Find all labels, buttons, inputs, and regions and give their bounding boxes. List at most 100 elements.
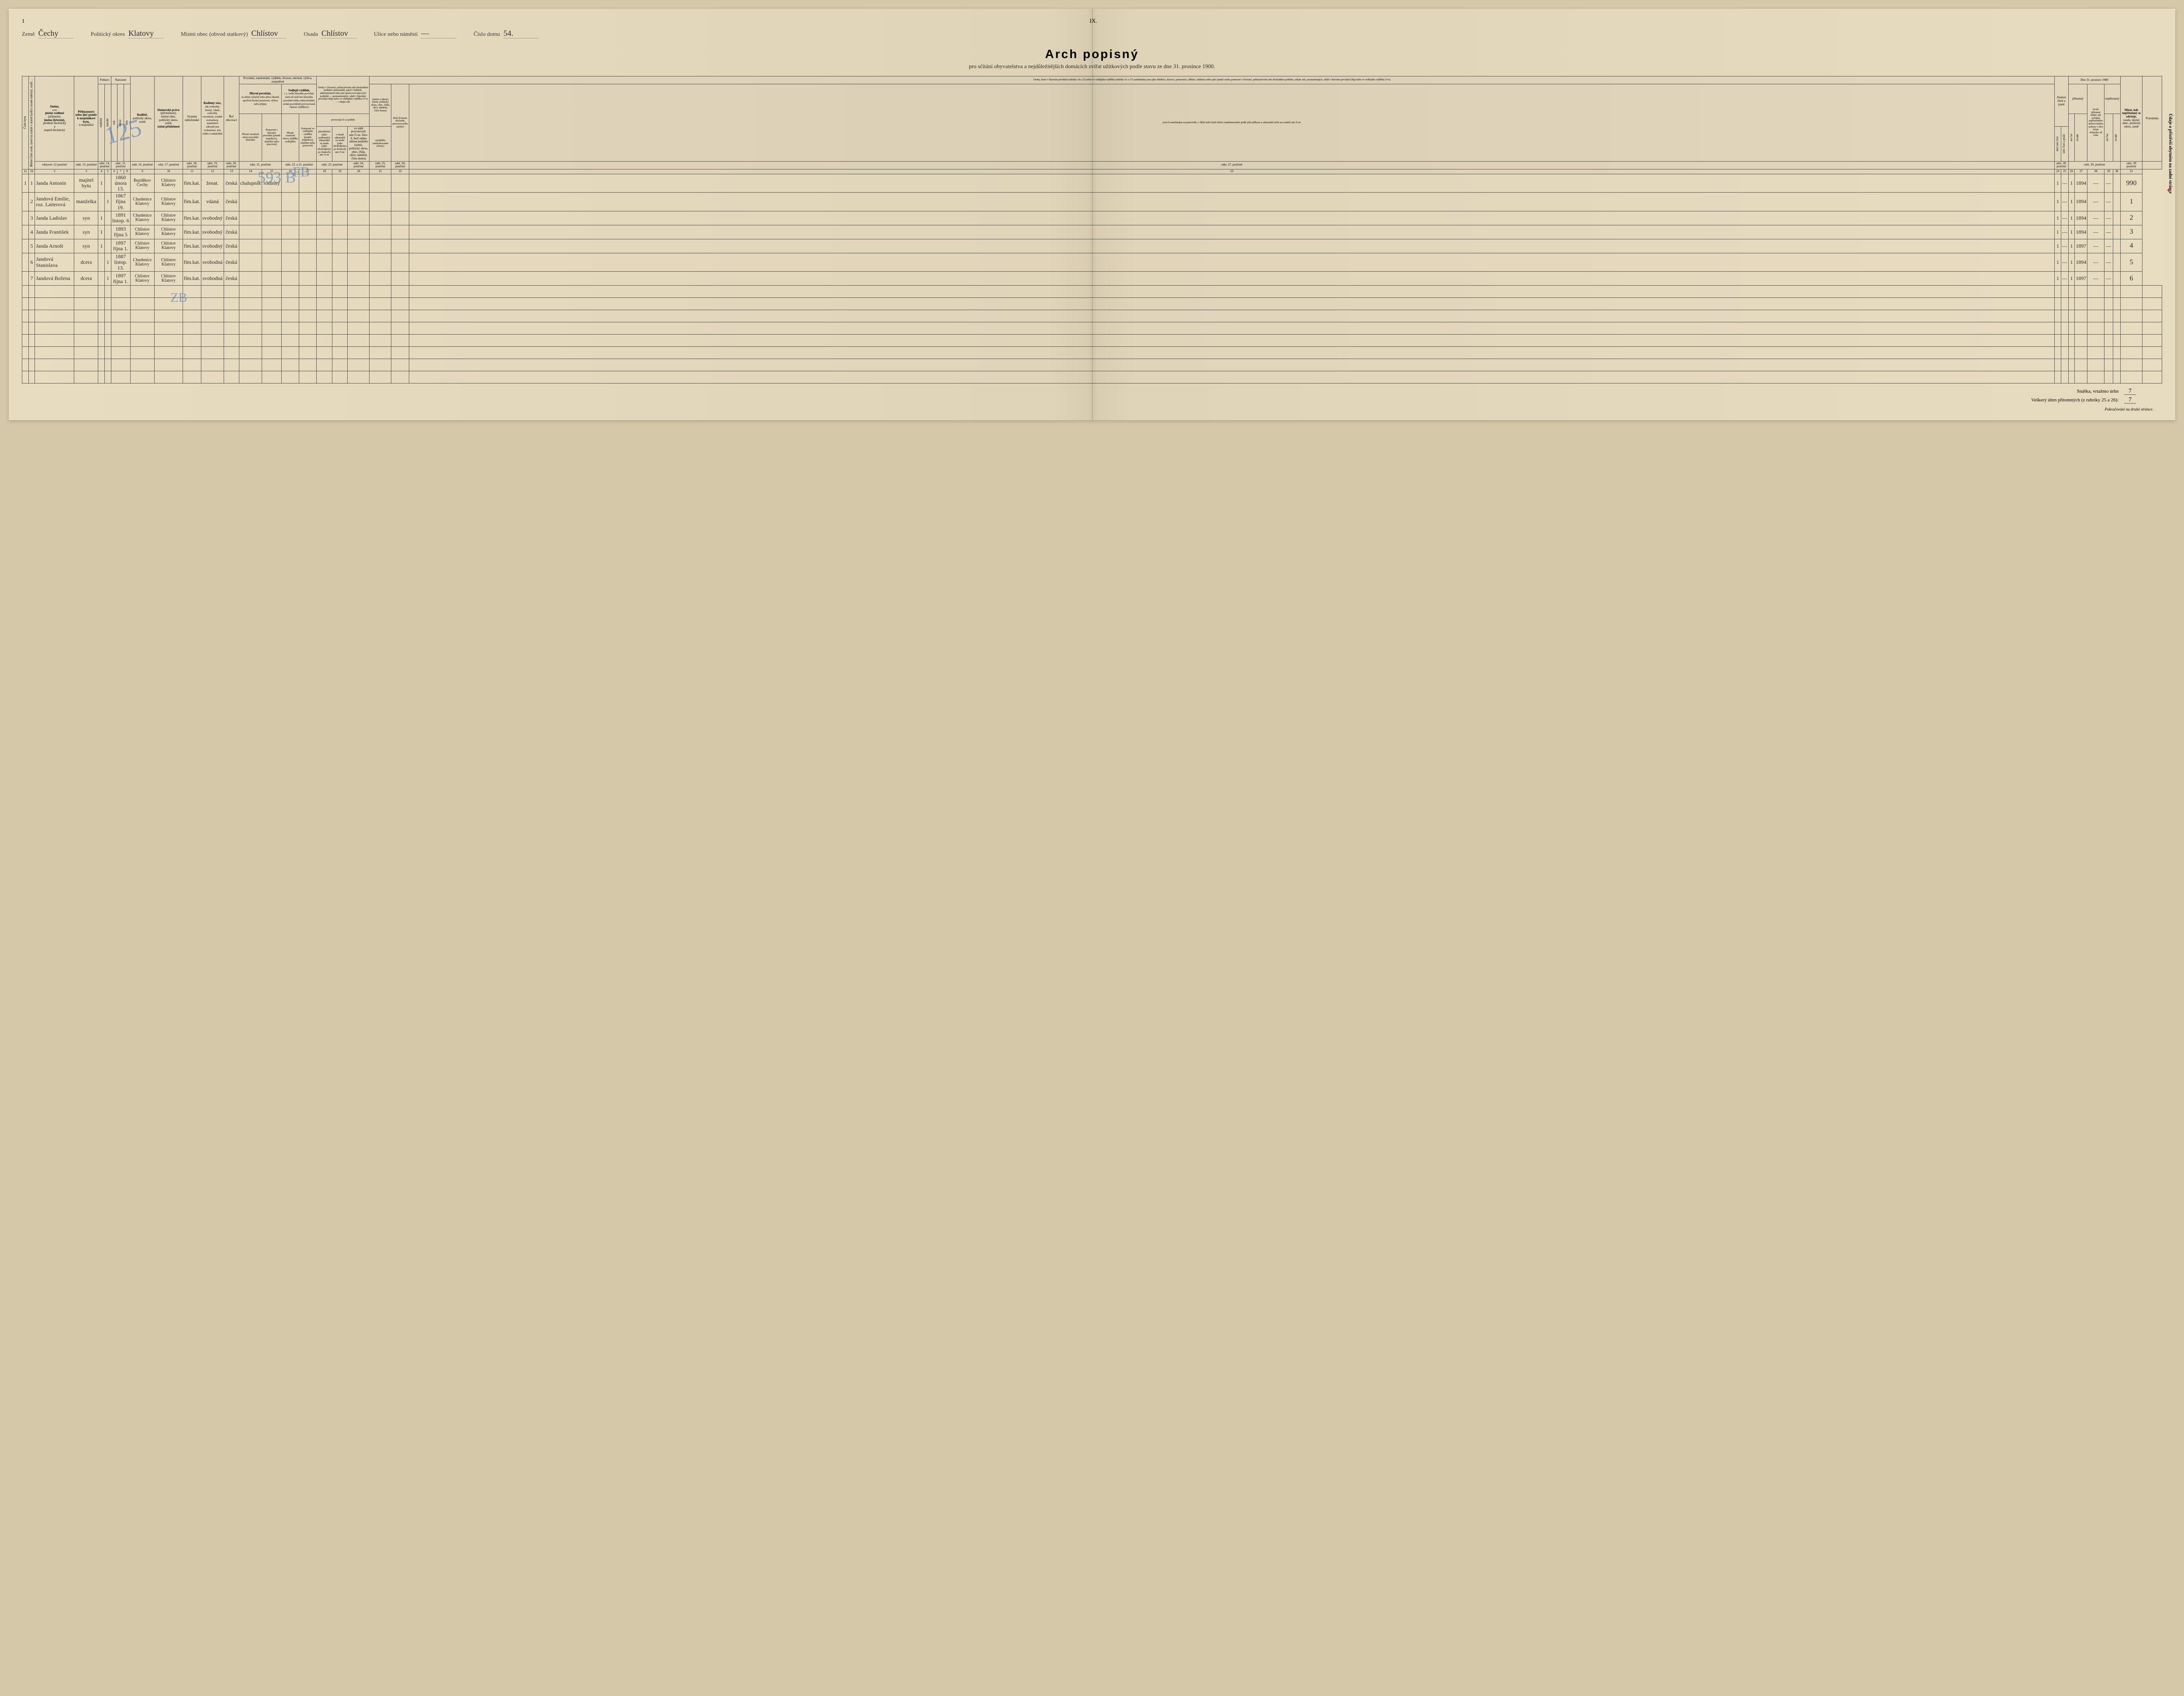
- col-stav: Rodinný stav,: [204, 101, 221, 105]
- table-cell: [2113, 253, 2120, 272]
- label-osada: Osada: [304, 31, 318, 38]
- table-cell: Janda Arnošt: [35, 239, 74, 253]
- table-cell: 990: [2121, 174, 2143, 193]
- table-cell: [2113, 239, 2120, 253]
- table-cell: česká: [224, 211, 239, 225]
- label-okres: Politický okres: [91, 31, 125, 38]
- table-cell: rodinný: [262, 174, 282, 193]
- table-cell: 1860 února 13.: [111, 174, 130, 193]
- table-cell: —: [2061, 253, 2068, 272]
- table-cell: —: [2061, 193, 2068, 211]
- table-cell: [391, 239, 409, 253]
- table-cell: —: [2061, 225, 2068, 239]
- table-cell: česká: [224, 193, 239, 211]
- table-cell: [282, 225, 299, 239]
- table-cell: —: [2087, 272, 2104, 286]
- field-ulice: Ulice nebo náměstí —: [374, 29, 456, 38]
- table-cell: 1: [2068, 253, 2075, 272]
- table-cell: [262, 253, 282, 272]
- table-cell: [391, 211, 409, 225]
- table-cell: [105, 174, 111, 193]
- table-cell: —: [2061, 239, 2068, 253]
- table-cell: [105, 239, 111, 253]
- label-ulice: Ulice nebo náměstí: [374, 31, 418, 38]
- table-cell: [2113, 272, 2120, 286]
- value-zeme: Čechy: [38, 29, 73, 38]
- table-cell: [317, 253, 332, 272]
- table-cell: 1897: [2075, 239, 2087, 253]
- table-cell: 4: [2121, 239, 2143, 253]
- table-cell: řím.kat.: [183, 225, 201, 239]
- table-cell: řím.kat.: [183, 239, 201, 253]
- table-cell: [22, 272, 29, 286]
- table-cell: —: [2104, 211, 2113, 225]
- table-cell: [262, 193, 282, 211]
- value-okres: Klatovy: [128, 29, 163, 38]
- table-cell: 1897 října 1.: [111, 272, 130, 286]
- table-cell: [409, 193, 2055, 211]
- table-cell: svobodná: [201, 253, 224, 272]
- table-cell: [348, 193, 370, 211]
- field-dum: Číslo domu 54.: [473, 29, 538, 38]
- table-cell: [299, 193, 317, 211]
- table-cell: [262, 239, 282, 253]
- table-cell: 1897: [2075, 272, 2087, 286]
- table-cell: syn: [74, 239, 98, 253]
- table-cell: ChlístovKlatovy: [154, 174, 183, 193]
- table-cell: svobodný: [201, 239, 224, 253]
- table-cell: 1893 října 5: [111, 225, 130, 239]
- table-cell: 1: [2055, 193, 2061, 211]
- table-cell: česká: [224, 174, 239, 193]
- table-cell: Jandová Božena: [35, 272, 74, 286]
- table-cell: 1: [98, 239, 105, 253]
- table-cell: řím.kat.: [183, 174, 201, 193]
- table-cell: [282, 239, 299, 253]
- table-cell: syn: [74, 211, 98, 225]
- table-cell: 1: [2055, 225, 2061, 239]
- table-cell: —: [2061, 272, 2068, 286]
- table-cell: —: [2104, 239, 2113, 253]
- table-cell: [282, 253, 299, 272]
- table-cell: —: [2104, 272, 2113, 286]
- paper-fold: [1092, 9, 1093, 420]
- table-cell: [2113, 174, 2120, 193]
- table-cell: 1894: [2075, 211, 2087, 225]
- table-cell: [332, 193, 348, 211]
- table-cell: svobodný: [201, 211, 224, 225]
- table-cell: [370, 272, 391, 286]
- table-cell: ChudeniceKlatovy: [130, 253, 154, 272]
- snaska-label: Snáška, vrtažmo úrhn: [2077, 389, 2119, 394]
- col-cteni: Znalost čtení a psaní: [2055, 76, 2069, 127]
- table-cell: [317, 272, 332, 286]
- table-cell: 1: [2068, 193, 2075, 211]
- table-cell: 1: [2055, 253, 2061, 272]
- table-cell: 1: [22, 174, 29, 193]
- table-cell: [22, 225, 29, 239]
- table-cell: [391, 225, 409, 239]
- table-cell: [348, 239, 370, 253]
- table-cell: 1: [105, 253, 111, 272]
- col-povolani-h: Povolání, zaměstnání, výdělek, živnost, …: [239, 76, 316, 84]
- table-cell: [105, 211, 111, 225]
- table-cell: [22, 253, 29, 272]
- table-cell: ChudeniceKlatovy: [130, 193, 154, 211]
- table-cell: ChlístovKlatovy: [154, 272, 183, 286]
- table-cell: [370, 174, 391, 193]
- col-pribuz: Příbuzenství nebo jiný poměr k majetníko…: [76, 110, 97, 124]
- table-cell: 3: [2121, 225, 2143, 239]
- table-cell: chalupník: [239, 174, 262, 193]
- table-cell: 1: [2068, 225, 2075, 239]
- col-pozn: Poznámka: [2143, 76, 2162, 162]
- total-label: Veškerý úhrn přítomných (z rubriky 25 a …: [2031, 397, 2118, 403]
- table-cell: svobodná: [201, 272, 224, 286]
- table-cell: 6: [2121, 272, 2143, 286]
- table-cell: [299, 174, 317, 193]
- label-obec: Místní obec (obvod statkový): [181, 31, 248, 38]
- table-cell: 1: [2068, 272, 2075, 286]
- table-cell: 1: [105, 272, 111, 286]
- table-cell: řím.kat.: [183, 253, 201, 272]
- table-cell: [409, 211, 2055, 225]
- col-byt: Číslo bytu: [23, 114, 28, 131]
- table-cell: ženat.: [201, 174, 224, 193]
- table-cell: [299, 239, 317, 253]
